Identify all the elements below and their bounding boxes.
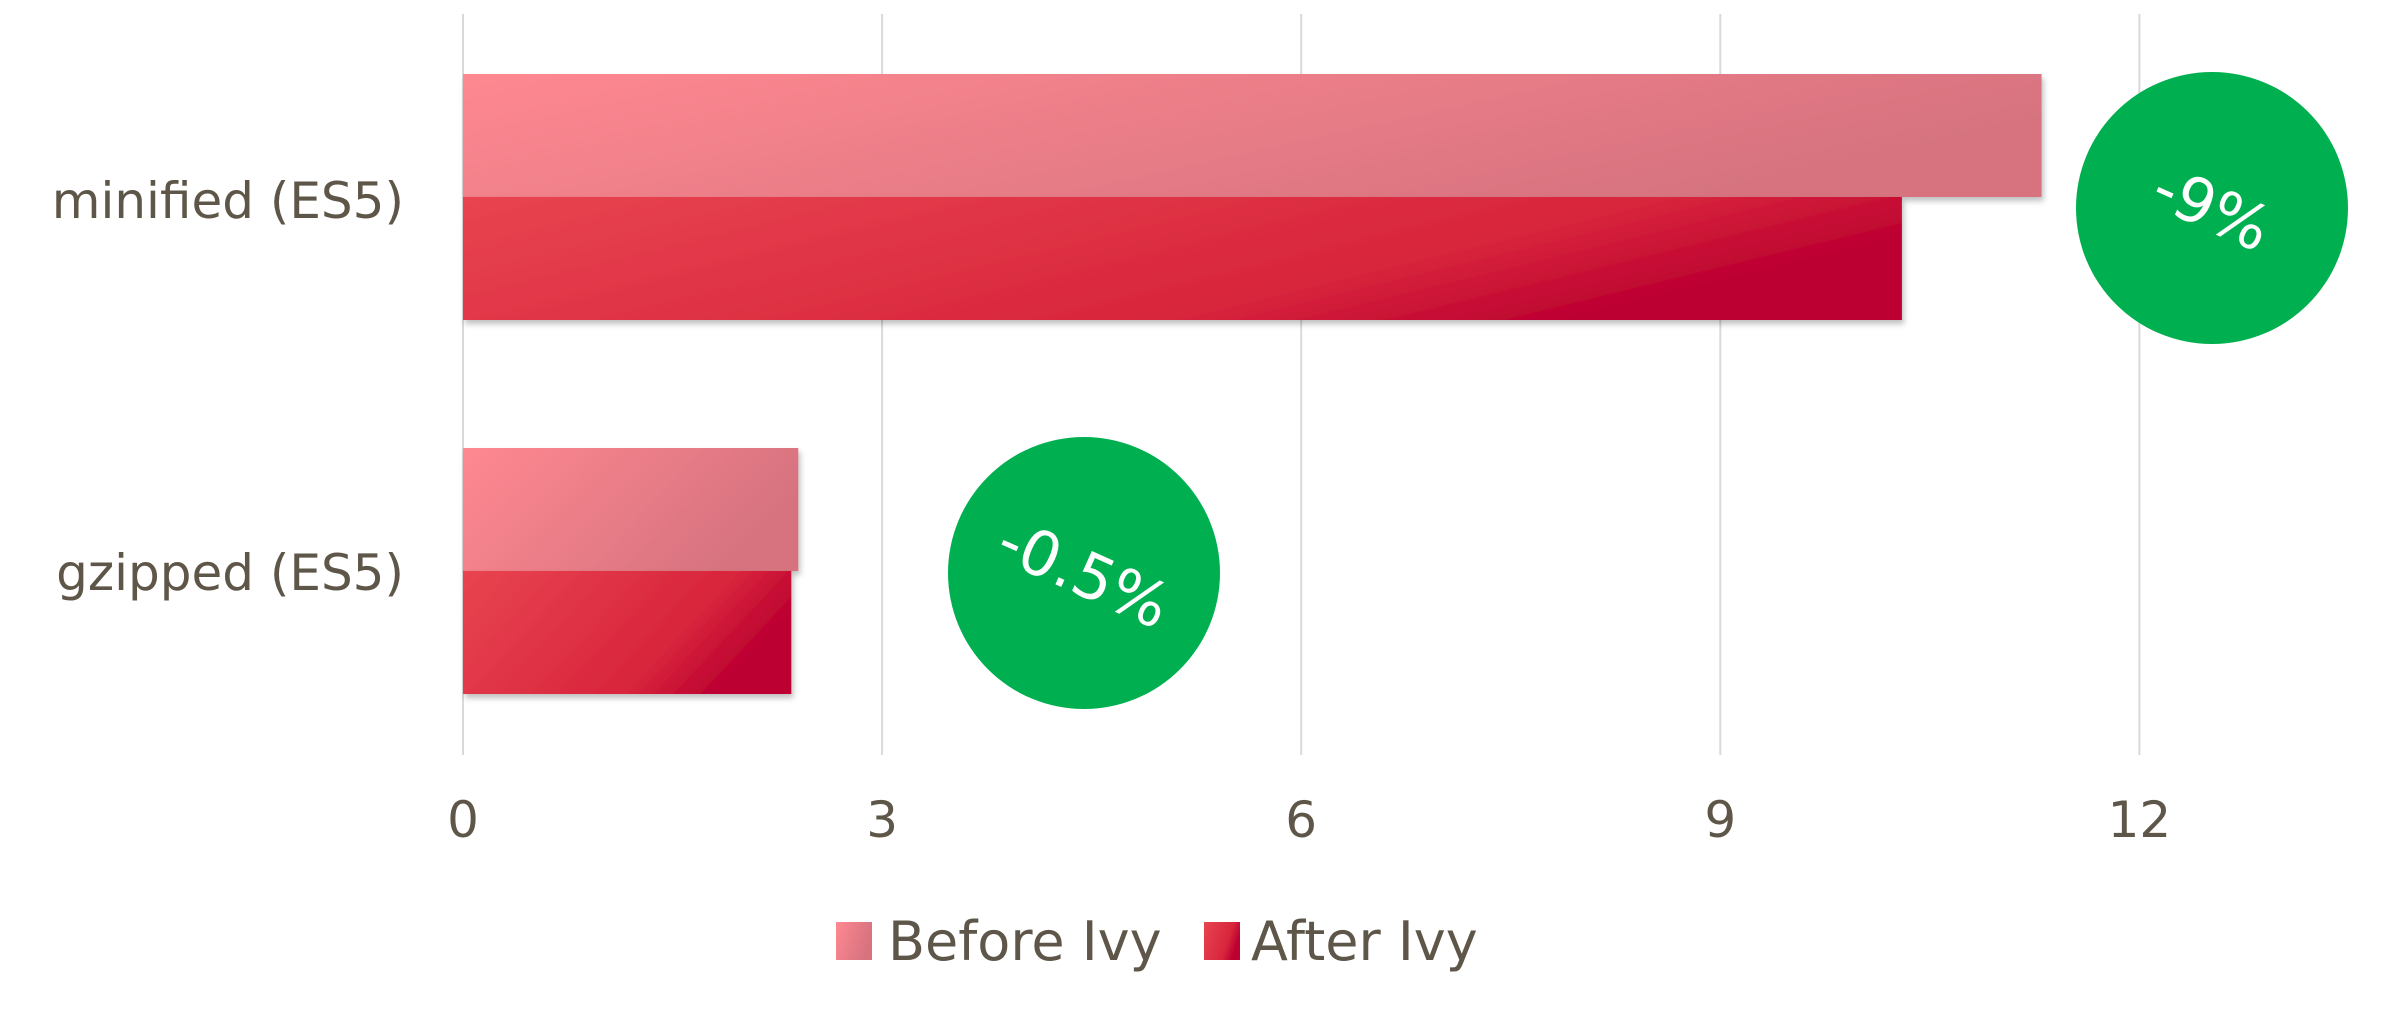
x-tick-label: 0 <box>447 791 479 849</box>
x-tick-label: 9 <box>1704 791 1736 849</box>
legend-item-before-ivy: Before Ivy <box>836 910 1162 973</box>
x-tick-label: 6 <box>1285 791 1317 849</box>
change-badge: -0.5% <box>948 437 1220 709</box>
bar-after-ivy <box>463 197 1902 320</box>
bar-after-ivy <box>463 571 792 694</box>
bars <box>463 74 2042 694</box>
bar-before-ivy <box>463 74 2042 197</box>
legend-item-after-ivy: After Ivy <box>1204 910 1478 973</box>
change-badge: -9% <box>2076 72 2348 344</box>
legend-swatch <box>836 922 872 960</box>
x-tick-label: 3 <box>866 791 898 849</box>
annotations: -9% -0.5% <box>948 72 2348 709</box>
badge-circle <box>948 437 1220 709</box>
legend-swatch <box>1204 922 1240 960</box>
y-axis: minified (ES5) gzipped (ES5) <box>52 172 404 602</box>
category-label: gzipped (ES5) <box>56 544 404 602</box>
bar-before-ivy <box>463 448 799 571</box>
legend-label: Before Ivy <box>888 910 1162 973</box>
legend: Before Ivy After Ivy <box>836 910 1478 973</box>
legend-label: After Ivy <box>1251 910 1478 973</box>
x-axis: 0 3 6 9 12 <box>447 791 2171 849</box>
badge-circle <box>2076 72 2348 344</box>
category-label: minified (ES5) <box>52 172 404 230</box>
x-tick-label: 12 <box>2108 791 2172 849</box>
